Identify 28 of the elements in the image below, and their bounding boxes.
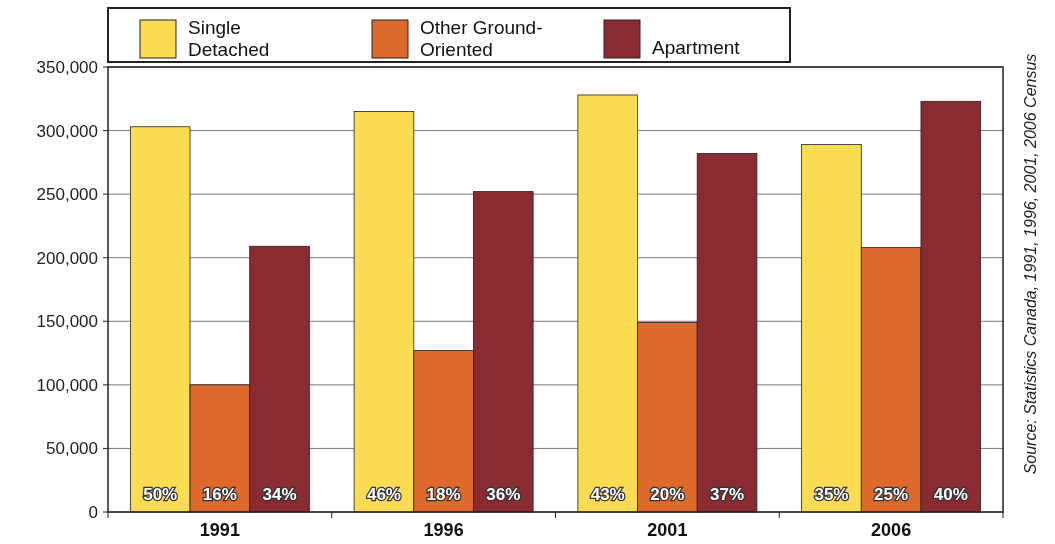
annotation: 36% bbox=[486, 485, 521, 504]
y-tick-label: 200,000 bbox=[36, 248, 98, 268]
source-note: Source: Statistics Canada, 1991, 1996, 2001, 2006 Census bbox=[1022, 53, 1039, 475]
y-tick-label: 0 bbox=[88, 502, 98, 522]
x-tick-label: 1996 bbox=[423, 520, 464, 540]
annotation: 37% bbox=[710, 485, 745, 504]
y-tick-label: 300,000 bbox=[36, 121, 98, 141]
legend-label: Apartment bbox=[652, 37, 741, 58]
annotation: 25% bbox=[874, 485, 909, 504]
annotation: 18% bbox=[426, 485, 461, 504]
annotation: 46% bbox=[366, 485, 401, 504]
annotation: 16% bbox=[202, 485, 237, 504]
y-tick-label: 50,000 bbox=[46, 439, 98, 459]
annotation: 50% bbox=[143, 485, 178, 504]
annotation: 35% bbox=[814, 485, 849, 504]
annotation: 20% bbox=[650, 485, 685, 504]
legend-label: Other Ground-Oriented bbox=[420, 17, 543, 60]
annotation: 34% bbox=[262, 485, 297, 504]
legend-label: Single Detached bbox=[188, 17, 270, 60]
y-tick-label: 150,000 bbox=[36, 312, 98, 332]
x-tick-label: 2001 bbox=[647, 520, 688, 540]
annotation: 40% bbox=[933, 485, 968, 504]
annotation: 43% bbox=[590, 485, 625, 504]
y-tick-label: 250,000 bbox=[36, 185, 98, 205]
y-tick-label: 350,000 bbox=[36, 57, 98, 77]
x-tick-label: 2006 bbox=[871, 520, 912, 540]
y-tick-label: 100,000 bbox=[36, 375, 98, 395]
x-tick-label: 1991 bbox=[199, 520, 240, 540]
